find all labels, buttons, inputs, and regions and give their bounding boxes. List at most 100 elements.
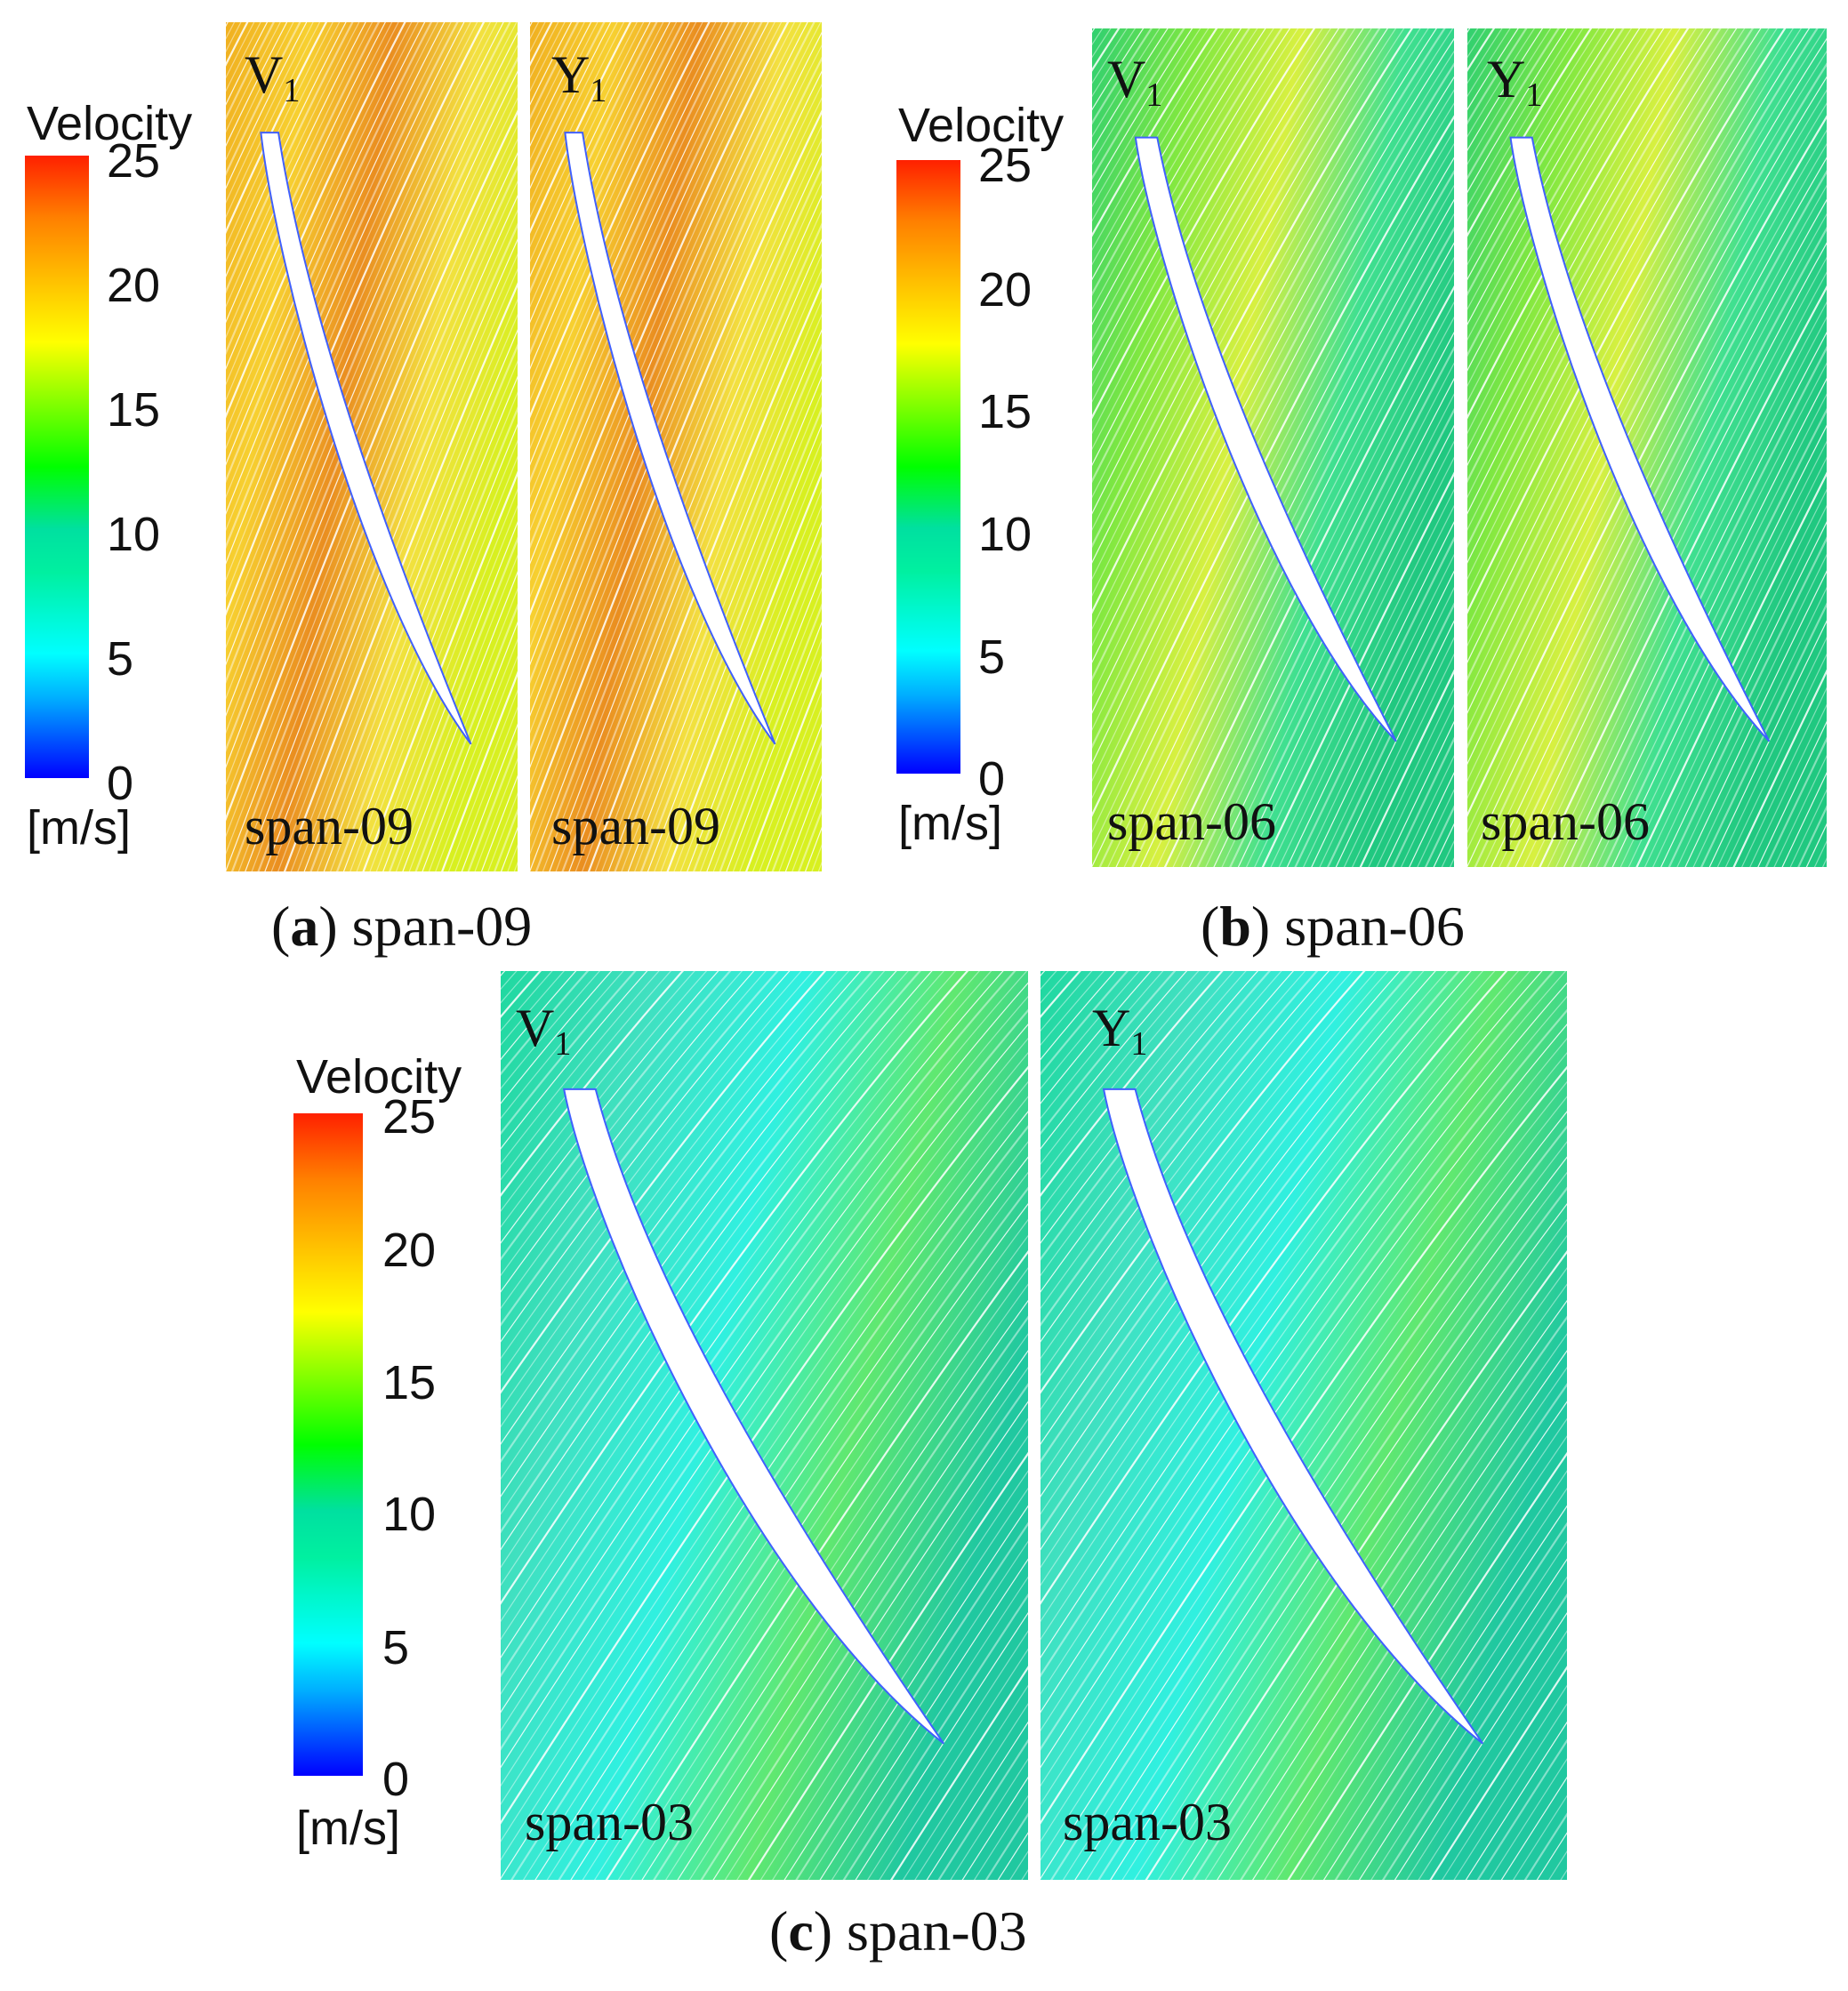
streamline	[1092, 28, 1225, 251]
streamline	[726, 621, 822, 871]
streamline	[1074, 1156, 1567, 1880]
legend-title: Velocity	[27, 97, 193, 150]
streamline	[530, 22, 638, 248]
streamline	[530, 22, 618, 204]
streamline	[530, 22, 671, 324]
streamline	[1092, 28, 1405, 597]
streamline	[542, 180, 822, 871]
streamline	[530, 22, 769, 565]
tick-0: 0	[107, 757, 134, 810]
tick-25: 25	[382, 1090, 437, 1144]
streamline	[530, 22, 625, 219]
streamline	[226, 22, 492, 632]
streamline	[1467, 28, 1697, 435]
streamline	[1092, 102, 1454, 799]
streamline	[819, 1558, 1028, 1880]
streamline	[510, 1125, 1028, 1880]
streamline	[1498, 213, 1827, 867]
streamline	[842, 1593, 1028, 1880]
streamline	[1394, 1612, 1567, 1880]
streamline	[1041, 971, 1413, 1464]
streamline	[1041, 1037, 1567, 1787]
streamline	[428, 638, 518, 871]
streamline	[501, 971, 838, 1411]
streamline	[501, 971, 944, 1569]
streamline	[226, 109, 518, 822]
streamline	[1041, 971, 1235, 1212]
streamline	[1467, 28, 1568, 194]
streamline	[1041, 971, 1247, 1228]
streamline	[1092, 28, 1299, 388]
streamline	[1180, 316, 1454, 867]
streamline	[1041, 971, 1330, 1343]
streamline	[501, 971, 637, 1136]
tick-10: 10	[978, 508, 1032, 561]
streamline	[627, 375, 822, 871]
streamline	[630, 1283, 1028, 1880]
streamline	[1465, 1721, 1567, 1880]
streamline	[1275, 1435, 1567, 1880]
blade-profile	[260, 132, 472, 745]
streamline	[290, 298, 518, 871]
streamline	[1092, 28, 1233, 266]
streamline	[1041, 971, 1259, 1244]
streamline	[1041, 971, 1282, 1277]
streamline	[621, 359, 822, 871]
streamline	[1213, 377, 1454, 867]
streamline	[388, 536, 518, 871]
streamline	[530, 22, 717, 434]
streamline	[395, 554, 518, 871]
streamline	[1595, 393, 1827, 867]
streamline	[1121, 1218, 1567, 1880]
streamline	[1555, 316, 1827, 867]
blade-profile	[564, 132, 776, 745]
streamline	[226, 22, 374, 339]
streamline	[342, 423, 518, 871]
streamline	[593, 1234, 1028, 1880]
streamline	[1240, 1383, 1567, 1880]
streamline	[530, 22, 690, 370]
streamline	[1467, 28, 1576, 208]
streamline	[549, 194, 822, 871]
tick-20: 20	[382, 1224, 437, 1277]
streamline	[534, 165, 822, 871]
streamline	[570, 1202, 1028, 1880]
streamline	[414, 603, 518, 871]
streamline	[1467, 50, 1827, 731]
streamline	[653, 1315, 1028, 1880]
streamline	[1676, 553, 1827, 867]
streamline	[1237, 424, 1454, 867]
legend-unit: [m/s]	[27, 801, 131, 855]
streamline	[1506, 226, 1827, 867]
streamline	[1311, 1487, 1567, 1880]
streamline	[1092, 28, 1388, 564]
streamline	[1092, 28, 1153, 125]
streamline	[317, 359, 518, 871]
streamline	[1181, 1299, 1567, 1880]
streamline	[501, 1052, 1028, 1806]
streamline	[1041, 971, 1520, 1623]
streamline	[501, 995, 1028, 1732]
streamline	[1163, 285, 1454, 867]
streamline	[226, 22, 288, 147]
streamline	[634, 391, 822, 871]
streamline	[1467, 28, 1657, 357]
streamline	[501, 971, 779, 1327]
streamline	[530, 56, 822, 752]
streamline	[1429, 1666, 1567, 1880]
streamline	[736, 1435, 1028, 1880]
span-label: span-06	[1481, 792, 1650, 851]
streamline	[1131, 226, 1454, 867]
streamline	[1092, 28, 1250, 296]
streamline	[1571, 345, 1827, 867]
streamline	[375, 504, 518, 871]
streamline	[530, 22, 645, 263]
streamline	[1261, 471, 1454, 867]
streamline	[1563, 331, 1827, 867]
streamline	[402, 570, 518, 871]
span-label: span-09	[551, 797, 720, 855]
streamline	[1041, 971, 1319, 1327]
streamline	[587, 282, 822, 871]
legend-title: Velocity	[898, 99, 1065, 152]
streamline	[530, 22, 697, 386]
